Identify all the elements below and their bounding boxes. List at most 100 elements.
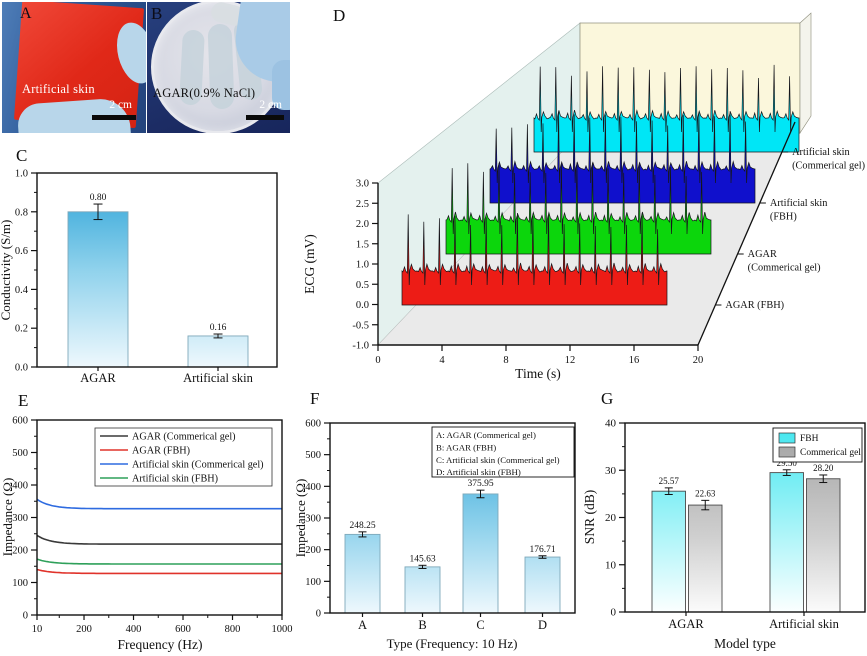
- svg-text:1000: 1000: [272, 624, 293, 635]
- svg-text:176.71: 176.71: [529, 545, 555, 555]
- line-2: [36, 498, 282, 510]
- ecg-trace-0: [401, 212, 668, 306]
- svg-text:C: C: [476, 618, 484, 632]
- svg-text:AGAR: AGAR: [80, 371, 116, 385]
- legend: FBH Commerical gel: [772, 427, 863, 463]
- svg-text:Artificial skin: Artificial skin: [769, 617, 840, 631]
- axes: 0 100 200 300 400 500 600 10 200 400 600 800 1000: [12, 416, 292, 636]
- bars: 0.80 0.16: [67, 193, 249, 368]
- svg-text:600: 600: [12, 416, 28, 427]
- svg-text:C: Artificial skin (Commerical: C: Artificial skin (Commerical gel): [436, 455, 560, 465]
- svg-text:AGAR: AGAR: [748, 249, 777, 260]
- ecg-waterfall-chart: 3.0 2.5 2.0 1.5 1.0 0.5 0.0 -0.5 -1.0 0 4 8 12 16 20 EC…: [302, 12, 865, 381]
- bar-FBH-Artificial skin: [769, 472, 804, 613]
- svg-text:20: 20: [605, 512, 617, 524]
- svg-text:400: 400: [305, 482, 321, 493]
- line-3: [36, 558, 282, 565]
- svg-text:1.5: 1.5: [356, 239, 369, 250]
- svg-text:600: 600: [175, 624, 191, 635]
- photo-a-scale-label: 2 cm: [109, 99, 132, 111]
- svg-text:Commerical gel: Commerical gel: [800, 448, 861, 458]
- svg-text:0.16: 0.16: [210, 323, 227, 333]
- svg-text:Type (Frequency: 10 Hz): Type (Frequency: 10 Hz): [387, 636, 518, 651]
- svg-text:(Commerical gel): (Commerical gel): [792, 161, 865, 172]
- svg-text:248.25: 248.25: [349, 521, 375, 531]
- svg-text:40: 40: [605, 418, 617, 430]
- bar-C: [462, 493, 499, 614]
- svg-text:AGAR (FBH): AGAR (FBH): [132, 446, 190, 457]
- svg-text:30: 30: [605, 465, 617, 477]
- svg-text:0.0: 0.0: [15, 363, 28, 374]
- svg-text:1.0: 1.0: [15, 169, 28, 180]
- svg-text:29.50: 29.50: [777, 458, 798, 468]
- svg-text:Artificial skin: Artificial skin: [792, 147, 849, 158]
- svg-text:300: 300: [305, 514, 321, 525]
- panel-letter-f: F: [310, 389, 320, 408]
- svg-text:28.20: 28.20: [813, 463, 834, 473]
- svg-text:B: AGAR (FBH): B: AGAR (FBH): [436, 442, 496, 452]
- panel-letter-g: G: [601, 389, 614, 408]
- svg-text:0: 0: [375, 355, 380, 366]
- svg-text:20: 20: [693, 355, 704, 366]
- svg-text:12: 12: [565, 355, 576, 366]
- panel-letter-e: E: [18, 391, 29, 410]
- bars: 25.57 29.50 22.63 28.20: [651, 458, 841, 613]
- svg-text:200: 200: [305, 545, 321, 556]
- impedance-type-bar-chart: 248.25 145.63 375.95 176.71 0 100 200 300 400 500…: [293, 419, 576, 651]
- svg-text:Model type: Model type: [714, 636, 776, 651]
- svg-text:0.8: 0.8: [15, 207, 28, 218]
- ecg-trace-2: [489, 111, 756, 204]
- svg-text:0.0: 0.0: [356, 300, 369, 311]
- svg-text:(Commerical gel): (Commerical gel): [748, 263, 821, 274]
- svg-text:3.0: 3.0: [356, 179, 369, 190]
- svg-text:0.6: 0.6: [15, 246, 28, 257]
- bar-B: [404, 566, 441, 614]
- panel-letter-a: A: [20, 5, 32, 22]
- svg-text:0.5: 0.5: [356, 280, 369, 291]
- bar-FBH-AGAR: [651, 490, 686, 613]
- svg-text:100: 100: [305, 577, 321, 588]
- svg-text:0: 0: [23, 611, 28, 622]
- svg-text:0.80: 0.80: [90, 193, 107, 203]
- svg-text:16: 16: [629, 355, 640, 366]
- svg-text:AGAR: AGAR: [668, 617, 704, 631]
- svg-text:200: 200: [76, 624, 92, 635]
- svg-text:1.0: 1.0: [356, 260, 369, 271]
- depth-axis: AGAR (FBH) AGAR (Commerical gel) Artificial…: [697, 121, 865, 346]
- svg-text:Conductivity (S/m): Conductivity (S/m): [0, 220, 13, 321]
- panel-letter-d: D: [333, 6, 346, 25]
- svg-text:22.63: 22.63: [695, 488, 716, 498]
- photo-a-scale-bar: [92, 115, 136, 120]
- line-1: [36, 568, 282, 575]
- svg-text:0.2: 0.2: [15, 324, 28, 335]
- svg-text:A: A: [358, 618, 367, 632]
- svg-text:-1.0: -1.0: [352, 341, 369, 352]
- svg-text:500: 500: [305, 450, 321, 461]
- glove-edge: [272, 60, 290, 110]
- ecg-trace-1: [445, 162, 712, 255]
- svg-text:Time (s): Time (s): [515, 366, 561, 381]
- photo-b-caption: AGAR(0.9% NaCl): [153, 86, 256, 100]
- svg-text:600: 600: [305, 419, 321, 430]
- photo-a-caption: Artificial skin: [22, 82, 95, 96]
- bar-Artificial skin: [187, 335, 249, 368]
- svg-text:D: D: [538, 618, 547, 632]
- bar-D: [524, 556, 561, 614]
- svg-text:300: 300: [12, 513, 28, 524]
- svg-text:B: B: [418, 618, 426, 632]
- svg-text:Impedance (Ω): Impedance (Ω): [293, 479, 308, 558]
- axes: 3.0 2.5 2.0 1.5 1.0 0.5 0.0 -0.5 -1.0 0 4 8 12 16 20: [352, 179, 703, 367]
- legend: AGAR (Commerical gel) AGAR (FBH) Artificia…: [94, 427, 273, 487]
- svg-text:2.0: 2.0: [356, 219, 369, 230]
- photo-agar-dish: B AGAR(0.9% NaCl) 2 cm: [147, 2, 290, 133]
- ecg-trace-3: [533, 64, 800, 153]
- svg-text:200: 200: [12, 546, 28, 557]
- bar-A: [344, 533, 381, 614]
- svg-text:10: 10: [32, 624, 43, 635]
- svg-text:4: 4: [439, 355, 445, 366]
- svg-text:Artificial skin (FBH): Artificial skin (FBH): [132, 474, 218, 485]
- svg-text:Artificial skin (Commerical ge: Artificial skin (Commerical gel): [132, 460, 264, 471]
- svg-text:8: 8: [503, 355, 508, 366]
- svg-text:SNR (dB): SNR (dB): [582, 490, 597, 544]
